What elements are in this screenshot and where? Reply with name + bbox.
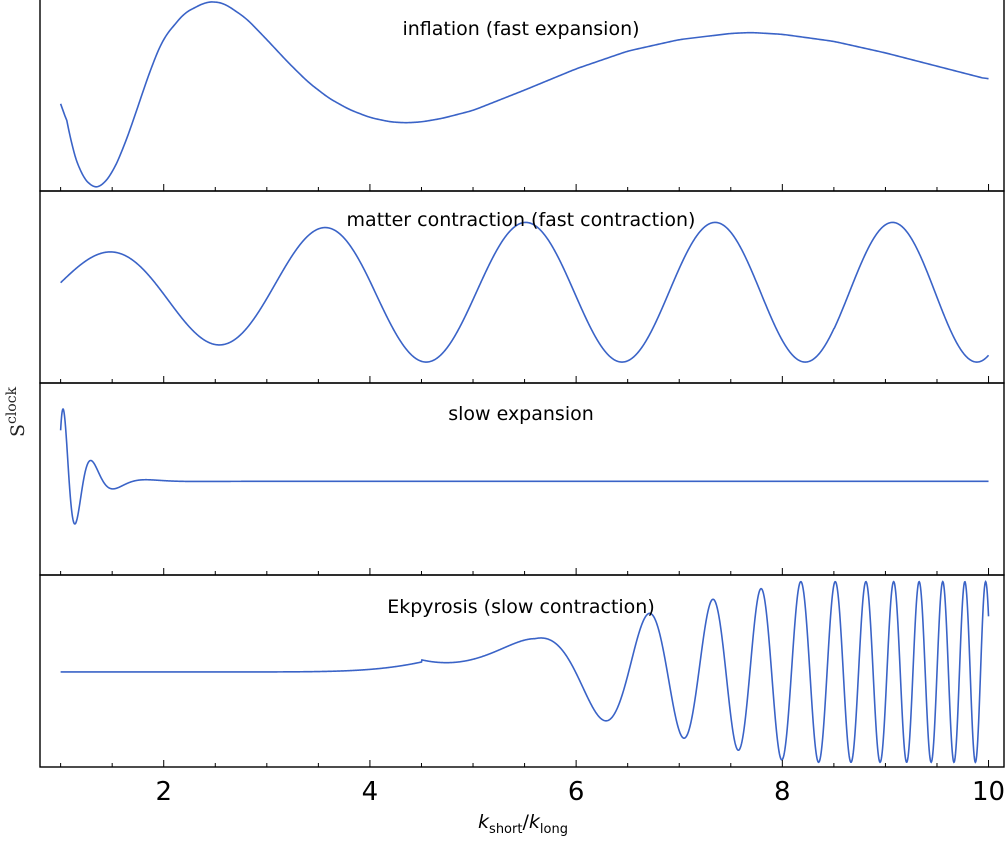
x-tick-label: 10 [972,777,1005,807]
y-axis-label-base: S [7,424,29,437]
x-tick-label: 6 [568,777,585,807]
panel-4: Ekpyrosis (slow contraction) [39,574,1005,768]
panel-2-title: matter contraction (fast contraction) [347,209,696,231]
panel-4-title: Ekpyrosis (slow contraction) [387,596,655,618]
panel-2-series-line [60,221,990,363]
panel-1: inflation (fast expansion) [39,0,1005,192]
x-axis-label-sub1: short [489,822,522,837]
x-axis-label: kshort/klong [478,811,568,837]
x-axis-label-slash: / [522,811,529,833]
x-axis-label-k1: k [478,811,490,833]
panel-1-series-line [59,1,989,188]
panel-4-frame [39,574,1005,768]
panel-2: matter contraction (fast contraction) [39,190,1005,384]
x-axis-label-k2: k [529,811,541,833]
panels: inflation (fast expansion) matter contrac… [39,0,1005,768]
panel-3: slow expansion [39,382,1005,576]
panel-4-series-line [60,579,990,764]
y-axis-label-sup: clock [4,386,20,424]
x-axis-ticks: 2 4 6 8 10 [155,777,1005,807]
x-tick-label: 2 [155,777,172,807]
x-tick-label: 8 [774,777,791,807]
y-axis-label: Sclock [4,386,29,437]
x-axis-label-sub2: long [540,822,568,837]
panel-1-title: inflation (fast expansion) [402,18,639,40]
panel-3-title: slow expansion [448,403,594,425]
panel-3-series-line [59,408,989,525]
x-tick-label: 4 [362,777,379,807]
